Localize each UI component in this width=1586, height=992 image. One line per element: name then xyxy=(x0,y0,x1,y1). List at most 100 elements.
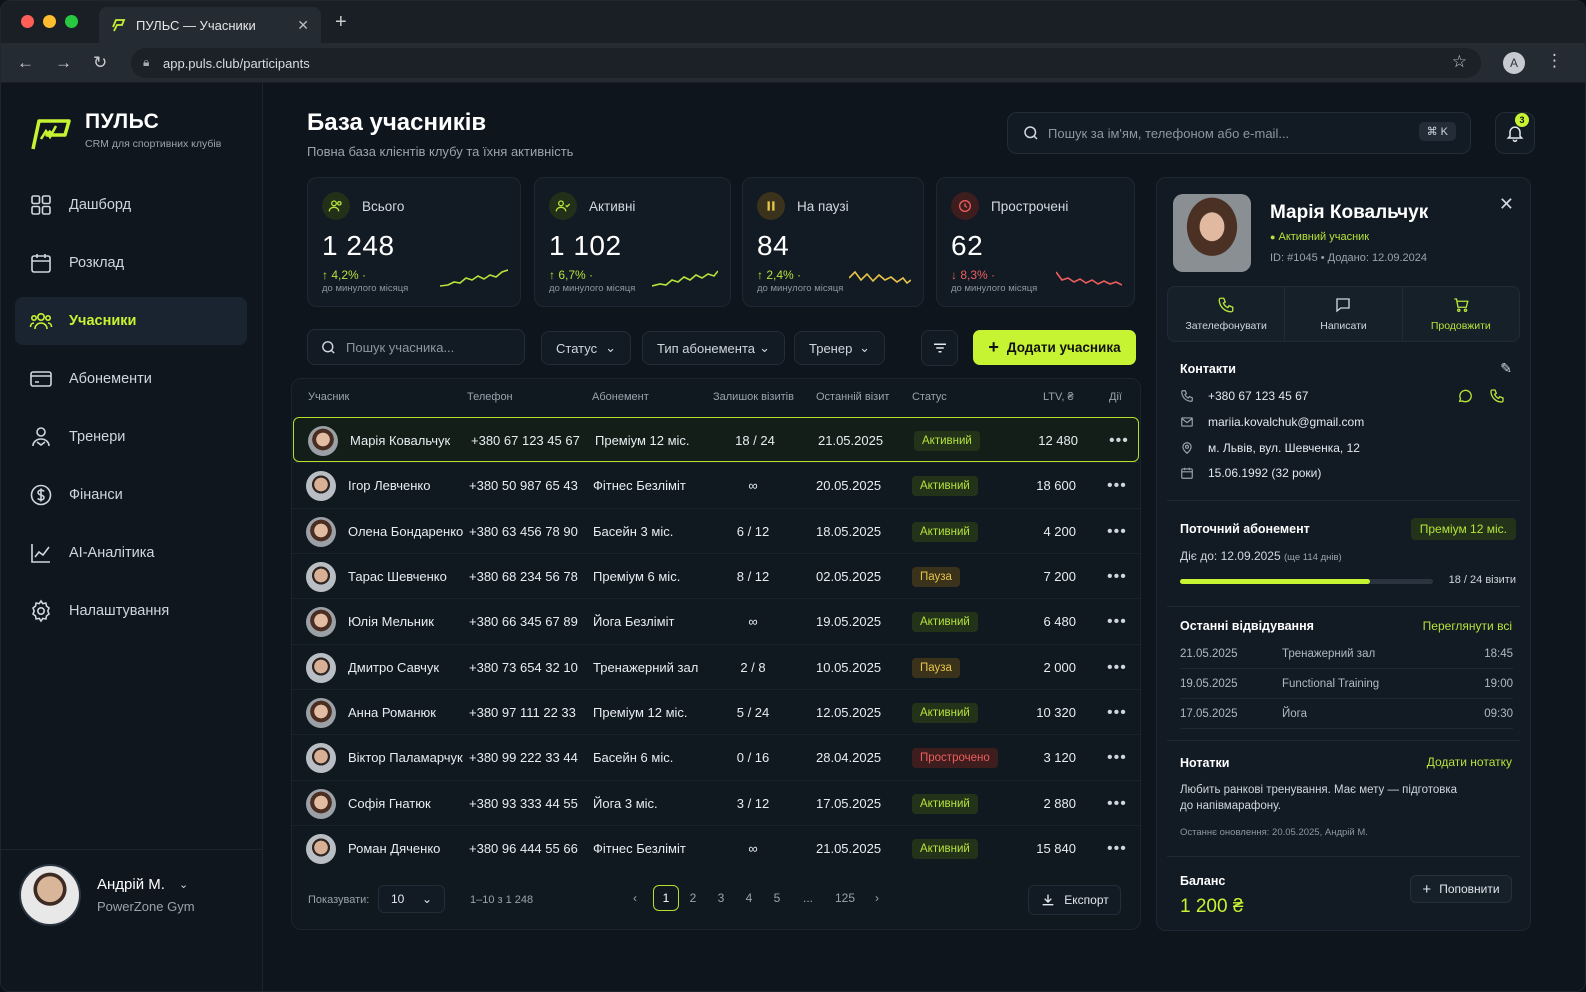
user-profile[interactable]: Андрій М. ⌄ PowerZone Gym xyxy=(1,849,263,939)
forward-icon[interactable]: → xyxy=(55,53,72,72)
status-filter-dropdown[interactable]: Статус ⌄ xyxy=(541,331,631,365)
column-header[interactable]: Залишок візитів xyxy=(713,391,794,403)
reload-icon[interactable]: ↻ xyxy=(93,53,108,72)
contact-phone[interactable]: +380 67 123 45 67 xyxy=(1208,389,1309,403)
more-actions-icon[interactable]: ••• xyxy=(1107,567,1127,585)
brand-logo[interactable]: ПУЛЬС CRM для спортивних клубів xyxy=(29,109,221,151)
page-3[interactable]: 3 xyxy=(717,891,725,905)
top-up-button[interactable]: + Поповнити xyxy=(1410,875,1512,903)
advanced-filter-button[interactable] xyxy=(921,330,958,366)
subscription-days-left: (ще 114 днів) xyxy=(1284,552,1342,563)
sidebar: ПУЛЬС CRM для спортивних клубів Дашборд … xyxy=(1,83,263,991)
table-row[interactable]: Марія Ковальчук +380 67 123 45 67 Преміум … xyxy=(293,417,1139,462)
plus-icon: + xyxy=(1422,880,1432,898)
close-icon[interactable]: ✕ xyxy=(1498,194,1514,214)
top-up-label: Поповнити xyxy=(1439,882,1500,896)
column-header[interactable]: Абонемент xyxy=(592,391,649,403)
trainer-filter-dropdown[interactable]: Тренер ⌄ xyxy=(794,331,885,365)
table-row[interactable]: Софія Гнатюк +380 93 333 44 55 Йога 3 міс.… xyxy=(292,780,1140,825)
close-tab-icon[interactable]: ✕ xyxy=(297,16,309,33)
sidebar-item-trainers[interactable]: Тренери xyxy=(15,413,247,461)
more-actions-icon[interactable]: ••• xyxy=(1107,748,1127,766)
table-row[interactable]: Роман Дяченко +380 96 444 55 66 Фітнес Без… xyxy=(292,825,1140,870)
page-125[interactable]: 125 xyxy=(834,891,856,905)
whatsapp-icon[interactable] xyxy=(1457,388,1473,409)
browser-tab[interactable]: ПУЛЬС — Учасники ✕ xyxy=(99,7,321,43)
prev-page-icon[interactable]: ‹ xyxy=(633,891,637,905)
renew-button[interactable]: Продовжити xyxy=(1403,287,1519,341)
download-icon xyxy=(1042,894,1054,906)
table-row[interactable]: Тарас Шевченко +380 68 234 56 78 Преміум 6… xyxy=(292,553,1140,598)
maximize-window-button[interactable] xyxy=(65,15,78,28)
last-visit-cell: 02.05.2025 xyxy=(816,569,882,584)
participant-search-input[interactable]: Пошук учасника... xyxy=(307,329,525,365)
notifications-button[interactable]: 3 xyxy=(1495,112,1535,154)
call-button[interactable]: Зателефонувати xyxy=(1168,287,1286,341)
bookmark-star-icon[interactable]: ☆ xyxy=(1451,52,1467,71)
status-badge: Пауза xyxy=(912,566,960,587)
new-tab-button[interactable]: + xyxy=(335,11,347,33)
table-row[interactable]: Дмитро Савчук +380 73 654 32 10 Тренажерни… xyxy=(292,644,1140,689)
page-4[interactable]: 4 xyxy=(745,891,753,905)
minimize-window-button[interactable] xyxy=(43,15,56,28)
global-search-input[interactable]: Пошук за ім'ям, телефоном або e-mail... … xyxy=(1007,112,1471,154)
edit-pencil-icon[interactable]: ✎ xyxy=(1500,360,1512,376)
back-icon[interactable]: ← xyxy=(17,53,34,72)
subscription-type-dropdown[interactable]: Тип абонемента ⌄ xyxy=(642,331,785,365)
message-button[interactable]: Написати xyxy=(1285,287,1403,341)
calendar-icon xyxy=(31,254,51,273)
add-participant-button[interactable]: + Додати учасника xyxy=(973,330,1136,365)
sidebar-item-ai-analytics[interactable]: AI-Аналітика xyxy=(15,529,247,577)
more-actions-icon[interactable]: ••• xyxy=(1107,476,1127,494)
table-row[interactable]: Юлія Мельник +380 66 345 67 89 Йога Безлім… xyxy=(292,598,1140,643)
column-header[interactable]: Дії xyxy=(1109,391,1122,403)
page-5[interactable]: 5 xyxy=(773,891,781,905)
table-row[interactable]: Ігор Левченко +380 50 987 65 43 Фітнес Без… xyxy=(292,462,1140,507)
sidebar-item-label: Тренери xyxy=(69,429,126,445)
table-row[interactable]: Віктор Паламарчук +380 99 222 33 44 Басейн… xyxy=(292,734,1140,779)
more-actions-icon[interactable]: ••• xyxy=(1107,703,1127,721)
table-row[interactable]: Олена Бондаренко +380 63 456 78 90 Басейн … xyxy=(292,508,1140,553)
ltv-cell: 2 880 xyxy=(1043,796,1076,811)
add-note-link[interactable]: Додати нотатку xyxy=(1426,755,1512,769)
sidebar-item-finance[interactable]: Фінанси xyxy=(15,471,247,519)
sidebar-item-dashboard[interactable]: Дашборд xyxy=(15,181,247,229)
browser-menu-icon[interactable]: ⋮ xyxy=(1546,51,1563,70)
participant-name: Ігор Левченко xyxy=(348,478,431,493)
more-actions-icon[interactable]: ••• xyxy=(1109,431,1129,449)
more-actions-icon[interactable]: ••• xyxy=(1107,658,1127,676)
more-actions-icon[interactable]: ••• xyxy=(1107,612,1127,630)
more-actions-icon[interactable]: ••• xyxy=(1107,839,1127,857)
visit-activity: Functional Training xyxy=(1282,677,1380,690)
page-2[interactable]: 2 xyxy=(689,891,697,905)
call-icon[interactable] xyxy=(1489,388,1505,409)
column-header[interactable]: Телефон xyxy=(467,391,513,403)
column-header[interactable]: Останній візит xyxy=(816,391,890,403)
column-header[interactable]: Учасник xyxy=(308,391,350,403)
table-row[interactable]: Анна Романюк +380 97 111 22 33 Преміум 12 … xyxy=(292,689,1140,734)
sidebar-item-settings[interactable]: Налаштування xyxy=(15,587,247,635)
contact-email[interactable]: mariia.kovalchuk@gmail.com xyxy=(1208,415,1365,429)
address-bar[interactable]: 🔒︎ app.puls.club/participants xyxy=(131,48,1481,78)
sidebar-item-subscriptions[interactable]: Абонементи xyxy=(15,355,247,403)
more-actions-icon[interactable]: ••• xyxy=(1107,522,1127,540)
page-1[interactable]: 1 xyxy=(653,885,679,911)
sidebar-item-schedule[interactable]: Розклад xyxy=(15,239,247,287)
stat-card-paused: На паузі 84 ↑ 2,4% · до минулого місяця xyxy=(742,177,924,307)
notes-updated: Останнє оновлення: 20.05.2025, Андрій М. xyxy=(1180,827,1368,838)
per-page-select[interactable]: 10 ⌄ xyxy=(378,885,445,913)
export-button[interactable]: Експорт xyxy=(1028,885,1121,915)
close-window-button[interactable] xyxy=(21,15,34,28)
sidebar-item-participants[interactable]: Учасники xyxy=(15,297,247,345)
chart-icon xyxy=(31,544,50,563)
chevron-down-icon[interactable]: ⌄ xyxy=(178,878,189,891)
browser-profile-avatar[interactable]: A xyxy=(1503,52,1525,74)
more-actions-icon[interactable]: ••• xyxy=(1107,794,1127,812)
column-header[interactable]: LTV, ₴ xyxy=(1043,391,1074,403)
notes-title: Нотатки xyxy=(1180,756,1230,770)
column-header[interactable]: Статус xyxy=(912,391,947,403)
view-all-visits-link[interactable]: Переглянути всі xyxy=(1422,619,1512,633)
next-page-icon[interactable]: › xyxy=(875,891,879,905)
participant-name: Віктор Паламарчук xyxy=(348,750,463,765)
notes-text-line: Любить ранкові тренування. Має мету — пі… xyxy=(1180,784,1458,796)
